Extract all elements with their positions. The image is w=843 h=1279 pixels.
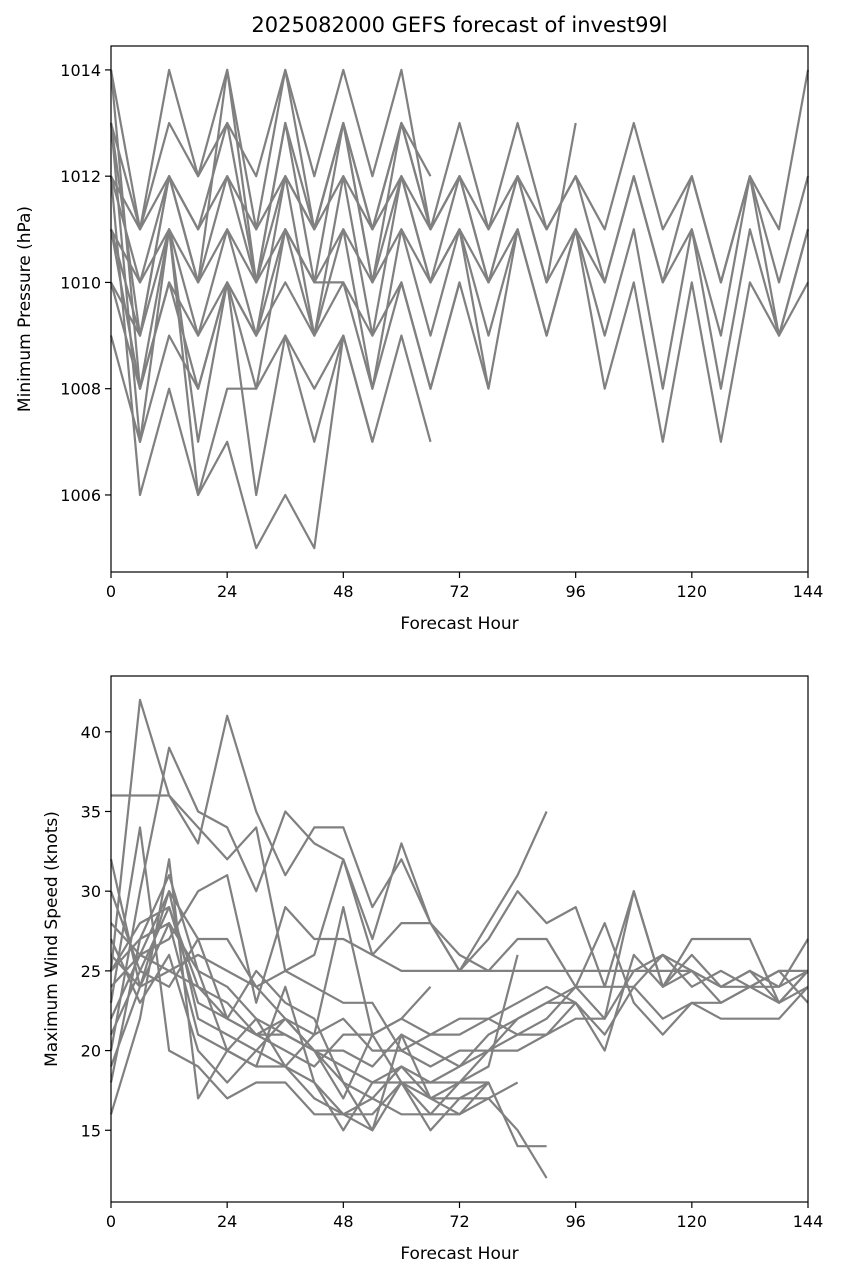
wind-y-tick-label: 20 (81, 1042, 101, 1061)
pressure-y-tick-label: 1006 (60, 486, 101, 505)
wind-member-line-3 (109, 746, 808, 1051)
wind-x-axis-label: Forecast Hour (400, 1244, 518, 1264)
wind-x-tick-label: 144 (793, 1212, 824, 1231)
wind-y-ticks: 15 20 25 30 35 40 (81, 723, 111, 1140)
wind-member-line-13 (110, 874, 548, 1179)
wind-member-line-2 (109, 698, 809, 1004)
wind-member-line-16 (109, 826, 519, 1132)
wind-chart: 0 24 48 72 96 120 144 15 20 25 30 35 40 Forecast Ho… (42, 675, 823, 1264)
wind-y-tick-label: 40 (81, 723, 101, 742)
pressure-y-tick-label: 1008 (60, 380, 101, 399)
pressure-plot-lines (109, 68, 810, 550)
figure-title: 2025082000 GEFS forecast of invest99l (251, 13, 667, 37)
wind-x-tick-label: 96 (565, 1212, 585, 1231)
pressure-x-axis-label: Forecast Hour (400, 614, 518, 634)
wind-plot-lines (109, 698, 809, 1179)
wind-x-tick-label: 120 (677, 1212, 708, 1231)
wind-y-tick-label: 30 (81, 882, 101, 901)
pressure-x-tick-label: 72 (449, 582, 469, 601)
pressure-member-line-14 (110, 68, 432, 337)
pressure-member-line-13 (109, 228, 374, 497)
pressure-member-line-10 (109, 122, 461, 443)
wind-member-line-15 (109, 858, 489, 1132)
wind-member-line-17 (109, 905, 490, 1116)
wind-y-tick-label: 35 (81, 802, 101, 821)
pressure-y-ticks: 1006 1008 1010 1012 1014 (60, 61, 111, 505)
pressure-x-tick-label: 96 (565, 582, 585, 601)
wind-member-line-12 (109, 905, 547, 1148)
wind-x-tick-label: 24 (217, 1212, 237, 1231)
wind-member-line-1 (111, 794, 548, 973)
pressure-x-tick-label: 0 (106, 582, 116, 601)
pressure-y-tick-label: 1014 (60, 61, 101, 80)
pressure-chart: 0 24 48 72 96 120 144 1006 1008 1010 1012 1014 For… (15, 45, 823, 634)
wind-member-line-5 (110, 890, 809, 1052)
wind-member-line-10 (109, 859, 576, 1084)
pressure-x-tick-label: 120 (677, 582, 708, 601)
pressure-y-tick-label: 1012 (60, 167, 101, 186)
pressure-x-tick-label: 48 (333, 582, 353, 601)
wind-x-tick-label: 48 (333, 1212, 353, 1231)
pressure-x-tick-label: 144 (793, 582, 824, 601)
wind-member-line-8 (110, 953, 809, 1068)
wind-y-axis-label: Maximum Wind Speed (knots) (42, 811, 62, 1067)
wind-member-line-6 (109, 890, 809, 1068)
wind-x-tick-label: 72 (449, 1212, 469, 1231)
wind-y-tick-label: 15 (81, 1121, 101, 1140)
wind-y-tick-label: 25 (81, 962, 101, 981)
pressure-member-line-12 (109, 228, 432, 550)
pressure-member-line-11 (109, 176, 345, 497)
pressure-member-line-5 (109, 228, 809, 443)
wind-member-line-7 (109, 921, 809, 1083)
pressure-y-tick-label: 1010 (60, 273, 101, 292)
wind-x-tick-label: 0 (106, 1212, 116, 1231)
pressure-x-tick-label: 24 (217, 582, 237, 601)
pressure-y-axis-label: Minimum Pressure (hPa) (15, 206, 35, 412)
wind-x-ticks: 0 24 48 72 96 120 144 (106, 1202, 823, 1231)
pressure-x-ticks: 0 24 48 72 96 120 144 (106, 572, 823, 601)
